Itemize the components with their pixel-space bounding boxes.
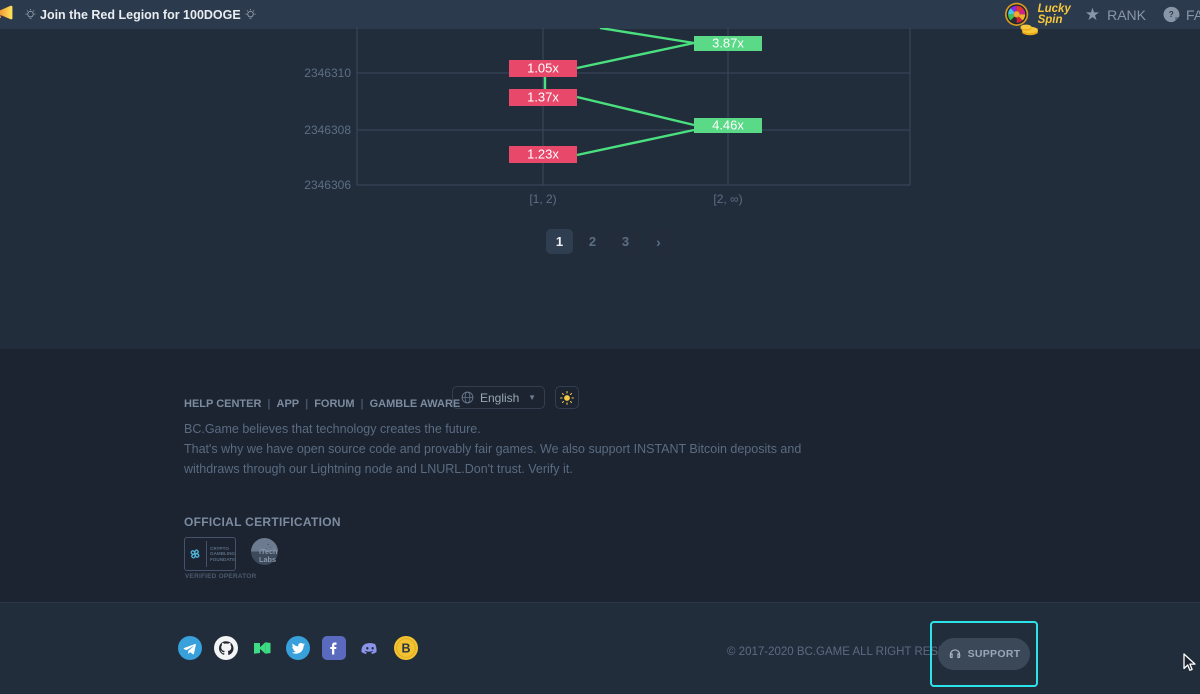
svg-text:4.46x: 4.46x <box>712 118 744 133</box>
svg-text:B: B <box>401 641 410 655</box>
svg-text:2346310: 2346310 <box>304 66 351 80</box>
svg-text:3.87x: 3.87x <box>712 36 744 51</box>
svg-text:2346308: 2346308 <box>304 123 351 137</box>
svg-text:[1, 2): [1, 2) <box>529 192 556 206</box>
svg-text:1.05x: 1.05x <box>527 61 559 76</box>
svg-text:[2, ∞): [2, ∞) <box>713 192 742 206</box>
svg-text:2346306: 2346306 <box>304 178 351 192</box>
svg-text:1.37x: 1.37x <box>527 90 559 105</box>
svg-text:1.23x: 1.23x <box>527 147 559 162</box>
svg-text:?: ? <box>1169 10 1174 19</box>
